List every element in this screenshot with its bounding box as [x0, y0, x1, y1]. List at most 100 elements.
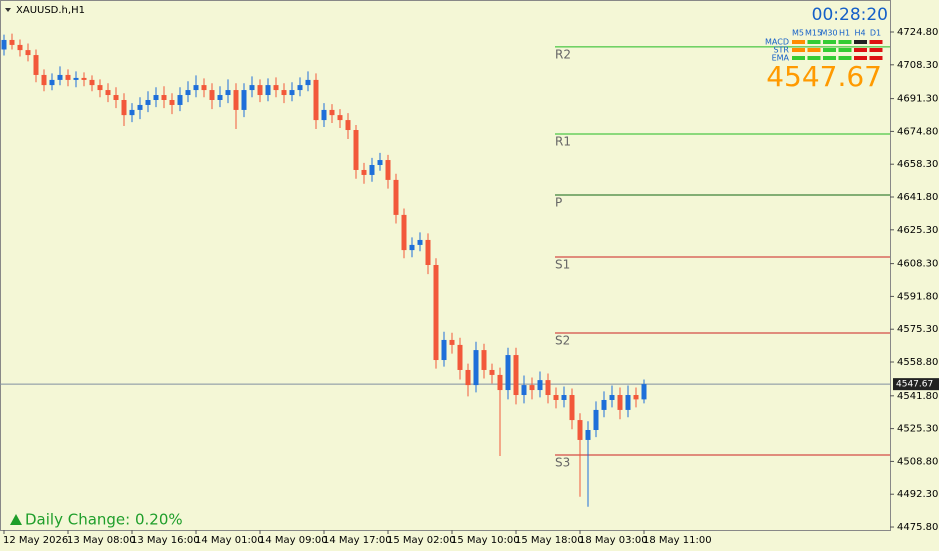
- candle-body: [65, 74, 71, 80]
- candle-body: [9, 39, 15, 45]
- y-tick-label: 4724.80: [897, 27, 938, 38]
- x-tick-label: 14 May 09:00: [259, 535, 328, 546]
- x-tick-label: 13 May 16:00: [131, 535, 200, 546]
- candle-body: [369, 165, 375, 175]
- candle-body: [241, 90, 247, 110]
- candle-body: [393, 179, 399, 215]
- candle-body: [161, 95, 167, 100]
- candle-body: [169, 99, 175, 105]
- candle-body: [425, 239, 431, 265]
- indicator-cell: [854, 48, 867, 52]
- indicator-cell: [854, 40, 867, 44]
- candle-body: [233, 90, 239, 110]
- price-tag: [893, 378, 939, 391]
- menu-arrow[interactable]: [5, 8, 11, 12]
- candle-body: [265, 85, 271, 96]
- candle-body: [465, 369, 471, 386]
- timeframe-label: D1: [870, 29, 881, 38]
- candle-body: [457, 344, 463, 370]
- indicator-cell: [792, 56, 805, 60]
- candle-body: [449, 339, 455, 345]
- candle-body: [193, 85, 199, 91]
- y-tick-label: 4525.30: [897, 424, 938, 435]
- indicator-cell: [807, 48, 821, 52]
- candle-body: [17, 44, 23, 51]
- candle-body: [617, 395, 623, 410]
- candle-body: [585, 430, 591, 440]
- candle-body: [73, 77, 79, 80]
- timeframe-label: M15: [805, 29, 822, 38]
- candle-body: [345, 120, 351, 131]
- y-tick-label: 4658.30: [897, 159, 938, 170]
- timeframe-label: M30: [820, 29, 837, 38]
- y-tick-label: 4558.80: [897, 357, 938, 368]
- candle-body: [177, 95, 183, 105]
- chart-title: XAUUSD.h,H1: [16, 5, 85, 16]
- candle-body: [81, 77, 87, 80]
- x-tick-label: 15 May 10:00: [451, 535, 520, 546]
- indicator-cell: [792, 40, 805, 44]
- candle-body: [201, 85, 207, 91]
- candle-body: [545, 380, 551, 396]
- candle-body: [377, 160, 383, 166]
- pivot-label: S2: [555, 333, 570, 347]
- up-arrow: [10, 514, 22, 525]
- indicator-cell: [823, 48, 836, 52]
- indicator-label: EMA: [772, 54, 790, 63]
- pivot-label: P: [555, 196, 562, 210]
- candle-body: [1, 39, 7, 50]
- indicator-cell: [792, 48, 805, 52]
- indicator-cell: [869, 56, 883, 60]
- daily-change: Daily Change: 0.20%: [25, 511, 183, 529]
- candle-body: [49, 79, 55, 86]
- indicator-cell: [838, 56, 852, 60]
- indicator-cell: [838, 48, 852, 52]
- pivot-label: R2: [555, 47, 571, 61]
- candle-body: [25, 50, 31, 56]
- candle-body: [625, 395, 631, 410]
- y-tick-label: 4591.80: [897, 291, 938, 302]
- x-tick-label: 15 May 18:00: [515, 535, 584, 546]
- x-tick-label: 14 May 17:00: [323, 535, 392, 546]
- indicator-cell: [838, 40, 852, 44]
- pivot-label: S3: [555, 456, 570, 470]
- candle-body: [185, 90, 191, 96]
- candle-body: [353, 130, 359, 170]
- candle-body: [305, 79, 311, 86]
- y-tick-label: 4625.30: [897, 225, 938, 236]
- candle-body: [105, 90, 111, 96]
- y-tick-label: 4608.30: [897, 259, 938, 270]
- y-tick-label: 4691.30: [897, 94, 938, 105]
- candle-body: [145, 99, 151, 105]
- candle-body: [121, 99, 127, 116]
- y-tick-label: 4708.30: [897, 60, 938, 71]
- candle-body: [553, 395, 559, 400]
- candle-body: [601, 399, 607, 410]
- timeframe-label: H1: [839, 29, 850, 38]
- timer: 00:28:20: [812, 5, 888, 25]
- indicator-cell: [823, 56, 836, 60]
- candle-body: [297, 85, 303, 91]
- candle-body: [321, 109, 327, 121]
- indicator-label: MACD: [765, 38, 789, 47]
- indicator-cell: [807, 56, 821, 60]
- candle-body: [257, 85, 263, 96]
- big-price: 4547.67: [766, 60, 882, 93]
- candle-body: [337, 115, 343, 121]
- candle-body: [281, 90, 287, 96]
- x-tick-label: 12 May 2026: [3, 535, 68, 546]
- x-tick-label: 18 May 03:00: [579, 535, 648, 546]
- candle-body: [529, 385, 535, 391]
- candle-body: [97, 85, 103, 91]
- candle-body: [361, 169, 367, 175]
- candle-body: [577, 420, 583, 440]
- x-tick-label: 14 May 01:00: [195, 535, 264, 546]
- candle-body: [385, 160, 391, 180]
- y-tick-label: 4575.30: [897, 324, 938, 335]
- candle-body: [561, 395, 567, 400]
- indicator-cell: [869, 48, 883, 52]
- candle-body: [209, 90, 215, 100]
- candle-body: [137, 104, 143, 110]
- y-tick-label: 4641.80: [897, 192, 938, 203]
- timeframe-label: H4: [854, 29, 865, 38]
